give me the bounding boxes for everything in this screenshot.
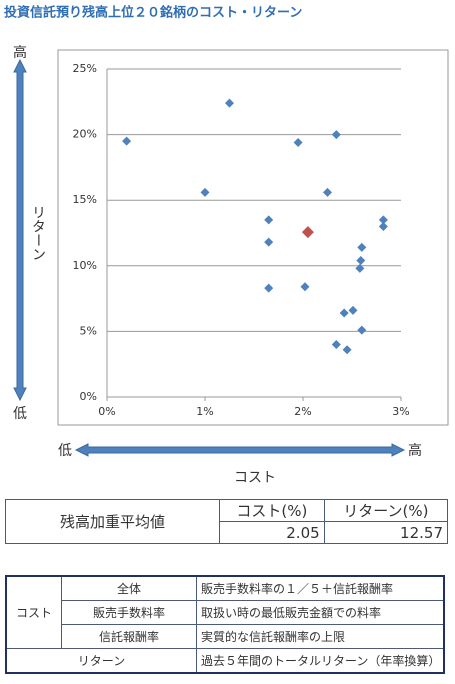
point bbox=[331, 130, 341, 140]
point bbox=[378, 215, 388, 225]
definition: 取扱い時の最低販売金額での料率 bbox=[196, 600, 445, 625]
return-label: リターン bbox=[5, 648, 197, 674]
y-tick-label: 10% bbox=[73, 259, 97, 272]
return-value: 12.57 bbox=[323, 521, 449, 544]
point bbox=[300, 282, 310, 292]
point bbox=[200, 187, 210, 197]
cost-header: コスト(%) bbox=[219, 499, 325, 522]
point bbox=[355, 263, 365, 273]
return-header: リターン(%) bbox=[323, 499, 449, 522]
x-tick-label: 0% bbox=[98, 405, 115, 418]
point bbox=[348, 305, 358, 315]
definition: 販売手数料率の１／５＋信託報酬率 bbox=[196, 575, 445, 601]
cost-value: 2.05 bbox=[219, 521, 325, 544]
term: 全体 bbox=[61, 575, 197, 601]
y-tick-label: 5% bbox=[80, 324, 97, 337]
y-axis-label: リターン bbox=[30, 205, 46, 261]
point bbox=[331, 340, 341, 350]
y-arrow bbox=[13, 58, 27, 402]
point bbox=[357, 325, 367, 335]
point bbox=[264, 283, 274, 293]
point bbox=[122, 136, 132, 146]
x-tick-label: 1% bbox=[196, 405, 213, 418]
y-tick-label: 25% bbox=[73, 62, 97, 75]
y-tick-label: 0% bbox=[80, 390, 97, 403]
x-low: 低 bbox=[58, 443, 72, 459]
x-arrow bbox=[74, 443, 406, 457]
y-low: 低 bbox=[13, 406, 27, 422]
x-tick-label: 3% bbox=[392, 405, 409, 418]
definition: 過去５年間のトータルリターン（年率換算） bbox=[196, 648, 445, 674]
term: 販売手数料率 bbox=[61, 600, 197, 625]
x-high: 高 bbox=[408, 442, 422, 459]
point bbox=[293, 137, 303, 147]
y-tick-label: 20% bbox=[73, 128, 97, 141]
chart-frame bbox=[57, 49, 449, 426]
point bbox=[342, 345, 352, 355]
point bbox=[356, 256, 366, 266]
y-high: 高 bbox=[13, 44, 27, 61]
y-tick-label: 15% bbox=[73, 193, 97, 206]
point bbox=[378, 221, 388, 231]
summary-table: 残高加重平均値 コスト(%) リターン(%) 2.05 12.57 bbox=[5, 499, 449, 544]
cost-label: コスト bbox=[5, 575, 62, 649]
point bbox=[323, 187, 332, 197]
point bbox=[264, 215, 274, 225]
chart: 投資信託預り残高上位２０銘柄のコスト・リターン 高 低 リターン 低 高 コスト… bbox=[4, 5, 449, 486]
weighted-average-point bbox=[301, 226, 314, 239]
chart-title: 投資信託預り残高上位２０銘柄のコスト・リターン bbox=[4, 5, 302, 21]
point bbox=[264, 237, 274, 247]
point bbox=[225, 98, 234, 108]
term: 信託報酬率 bbox=[61, 624, 197, 649]
x-axis-label: コスト bbox=[234, 470, 276, 486]
summary-label: 残高加重平均値 bbox=[5, 499, 220, 544]
definition: 実質的な信託報酬率の上限 bbox=[196, 624, 445, 649]
point bbox=[339, 308, 349, 318]
x-tick-label: 2% bbox=[294, 405, 311, 418]
definition-table: コスト 全体 販売手数料率の１／５＋信託報酬率 販売手数料率 取扱い時の最低販売金額で… bbox=[5, 575, 445, 674]
point bbox=[357, 242, 367, 252]
